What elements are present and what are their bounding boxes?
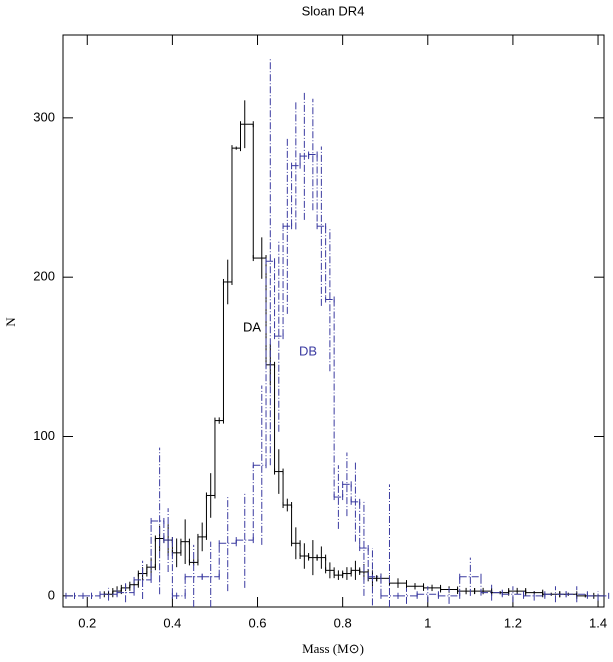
x-tick-label: 0.2 bbox=[78, 615, 96, 630]
y-tick-label: 300 bbox=[33, 109, 55, 124]
chart-title: Sloan DR4 bbox=[302, 3, 365, 18]
y-tick-label: 200 bbox=[33, 269, 55, 284]
x-tick-label: 1.2 bbox=[504, 615, 522, 630]
y-tick-label: 0 bbox=[48, 587, 55, 602]
x-tick-label: 1 bbox=[424, 615, 431, 630]
x-tick-label: 0.4 bbox=[163, 615, 181, 630]
x-axis-label: Mass (M⊙) bbox=[302, 641, 364, 656]
x-tick-label: 0.6 bbox=[248, 615, 266, 630]
x-tick-label: 0.8 bbox=[334, 615, 352, 630]
series-label: DB bbox=[299, 343, 317, 358]
y-axis-label: N bbox=[3, 317, 18, 327]
series-label: DA bbox=[243, 319, 261, 334]
y-tick-label: 100 bbox=[33, 428, 55, 443]
x-tick-label: 1.4 bbox=[589, 615, 607, 630]
plot-frame bbox=[62, 34, 605, 608]
